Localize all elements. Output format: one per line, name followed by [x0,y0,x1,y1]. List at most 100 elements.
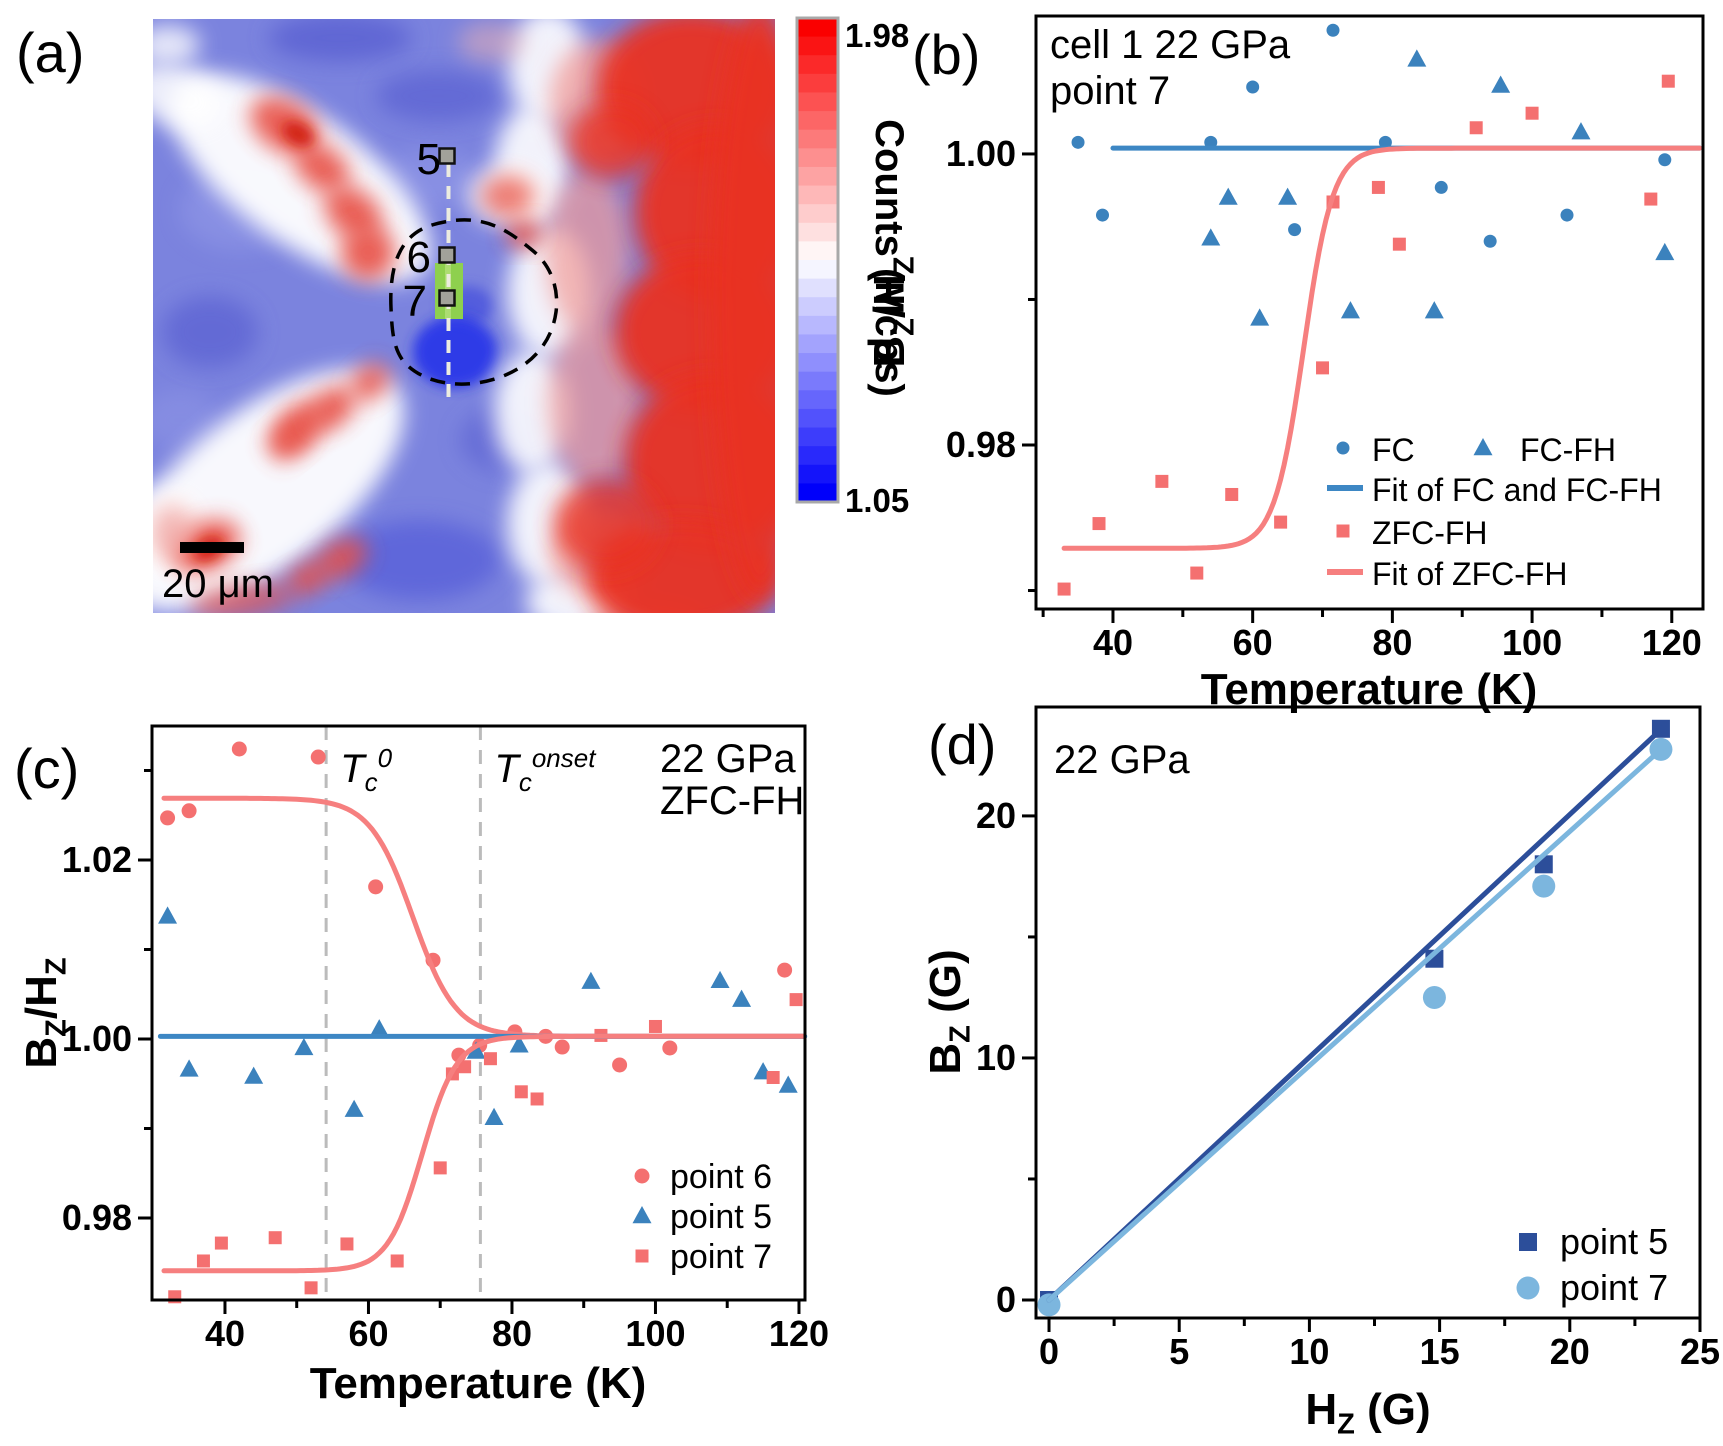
x-tick-label: 80 [1372,622,1412,663]
point-marker-square-5 [438,147,456,165]
data-point-marker [710,970,730,989]
map-blob [546,170,630,334]
colorbar-step [797,260,838,280]
legend-marker-ZFC-FH [1336,524,1350,538]
plot-title-line-0: 22 GPa [1054,738,1190,782]
data-point-marker [196,1254,210,1268]
fit-curve-fit-point-7 [161,1033,806,1274]
map-blob [308,386,356,430]
x-axis-title: HZ (G) [1305,1385,1430,1441]
data-point-marker [1071,135,1085,149]
data-point-marker [1644,192,1658,206]
x-tick-label: 40 [205,1313,245,1354]
x-tick-label: 40 [1093,622,1133,663]
scale-bar [180,542,244,553]
legend-label: ZFC-FH [1372,515,1488,551]
data-point-marker [214,1236,228,1250]
point-number-label: 6 [407,233,431,282]
data-point-marker [1190,566,1204,580]
colorbar-step [797,36,838,56]
data-point-marker [777,962,793,978]
data-point-marker [179,1059,199,1077]
data-point-marker [231,741,247,757]
legend-label: FC [1372,432,1415,468]
colorbar-step [797,334,838,354]
map-blob [570,104,654,180]
colorbar-step [797,55,838,75]
colorbar-max-label: 1.98 [845,17,909,54]
y-tick-label: 10 [976,1037,1016,1078]
x-tick-label: 120 [1642,622,1702,663]
data-point-marker [1422,985,1446,1009]
point-number-label: 7 [403,277,427,326]
x-tick-label: 60 [1233,622,1273,663]
data-point-marker [1532,874,1556,898]
x-tick-label: 0 [1039,1331,1059,1372]
y-axis-title: BZ/HZ [865,256,921,367]
pl-map [153,19,775,613]
colorbar-step [797,315,838,336]
data-point-marker [1204,135,1218,149]
legend-label: Fit of FC and FC-FH [1372,472,1662,508]
data-point-marker [1407,49,1427,67]
data-point-marker [1225,487,1239,501]
legend-marker-point-5 [1519,1233,1537,1251]
plot-border [1034,14,1705,611]
map-blob [506,220,542,248]
data-point-marker [554,1039,570,1055]
data-point-marker [1661,74,1675,88]
data-point-marker [581,971,601,989]
y-tick-label: 1.00 [62,1018,132,1059]
fit-curve-fit-point-6 [161,795,806,1039]
colorbar-step [797,111,838,131]
colorbar-step [797,148,838,168]
colorbar-step [797,222,838,242]
data-point-marker [648,1019,662,1033]
colorbar-border [795,16,840,504]
legend-marker-point-7 [635,1249,649,1263]
data-point-marker [1288,223,1302,237]
data-point-marker [304,1281,318,1295]
data-point-marker [1316,361,1330,375]
data-point-marker [509,1035,529,1053]
map-blob [153,390,220,450]
colorbar-step [797,297,838,317]
colorbar-step [797,241,838,261]
data-point-marker [1525,106,1539,120]
colorbar: 1.98 1.05 Counts (Mcps) [795,16,911,519]
panel-c-plot: Tc0 Tconset 40 60 80 100 120 1.02 1.00 0.98 22 GPa… [17,724,829,1408]
colorbar-title: Counts (Mcps) [867,119,911,397]
plot-border [150,724,807,1302]
data-point-marker [1278,187,1298,205]
data-point-marker [310,749,326,765]
data-point-marker [1155,474,1169,488]
series-FC [1071,23,1672,248]
scale-bar-label: 20 μm [162,562,274,606]
legend-marker-point-6 [634,1168,650,1184]
data-point-marker [1560,208,1574,222]
plot-title-line-0: cell 1 22 GPa [1050,23,1291,67]
fit-curve-fit-point-7 [1046,744,1667,1303]
data-point-marker [466,1041,486,1059]
x-tick-label: 60 [348,1313,388,1354]
colorbar-min-label: 1.05 [845,482,909,519]
y-tick-label: 1.02 [62,839,132,880]
data-point-marker [662,1040,678,1056]
map-blob [294,143,350,193]
legend-marker-point-7 [1516,1276,1540,1300]
y-tick-label: 0 [996,1279,1016,1320]
data-point-marker [1424,301,1444,319]
series-point-7 [1037,737,1673,1317]
domain-outline-dashed [389,218,559,386]
data-point-marker [1378,135,1392,149]
map-blob [282,121,314,147]
y-axis-title: BZ (G) [921,949,977,1074]
data-point-marker [1655,242,1675,261]
data-point-marker [1274,515,1288,529]
colorbar-step [797,464,838,484]
data-point-marker [1095,208,1109,222]
series-FC-FH [1201,49,1675,326]
point-number-label: 5 [417,135,441,184]
data-point-marker [369,1019,389,1037]
plot-border [1034,705,1702,1320]
